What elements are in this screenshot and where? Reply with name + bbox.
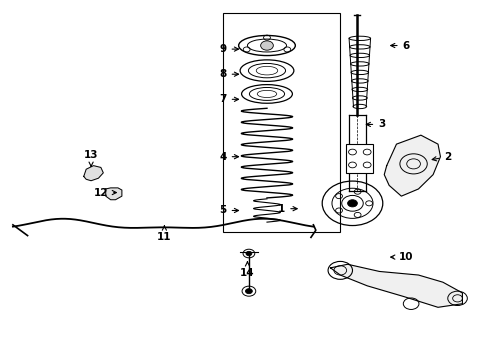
Text: 9: 9 — [220, 44, 239, 54]
Circle shape — [245, 289, 252, 294]
Text: 13: 13 — [84, 150, 98, 166]
Text: 3: 3 — [367, 120, 386, 129]
FancyBboxPatch shape — [346, 144, 373, 173]
Text: 5: 5 — [220, 206, 239, 216]
Polygon shape — [331, 264, 463, 307]
Text: 7: 7 — [220, 94, 239, 104]
Polygon shape — [106, 188, 122, 200]
Text: 6: 6 — [391, 41, 410, 50]
Polygon shape — [84, 166, 103, 181]
Text: 1: 1 — [278, 204, 297, 214]
Text: 14: 14 — [240, 262, 255, 278]
Text: 11: 11 — [157, 226, 171, 242]
Circle shape — [261, 41, 273, 50]
Bar — [223, 13, 340, 232]
Circle shape — [246, 251, 252, 256]
Text: 2: 2 — [432, 152, 451, 162]
Text: 12: 12 — [94, 188, 117, 198]
Text: 8: 8 — [220, 69, 239, 79]
Polygon shape — [384, 135, 441, 196]
Circle shape — [347, 200, 357, 207]
Text: 10: 10 — [391, 252, 414, 262]
Text: 4: 4 — [220, 152, 239, 162]
